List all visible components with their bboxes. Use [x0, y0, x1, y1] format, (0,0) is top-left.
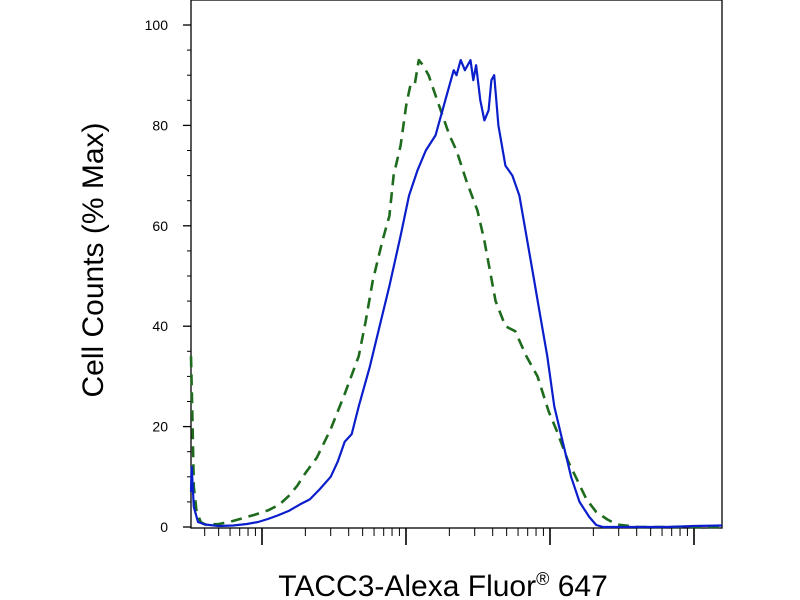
series-layer	[189, 58, 723, 529]
y-tick-label: 0	[160, 519, 168, 535]
x-axis-title-main: TACC3-Alexa Fluor	[278, 570, 536, 600]
x-axis-ticks	[204, 528, 695, 545]
y-axis-ticks: 0 20 40 60 80 100	[145, 17, 191, 535]
plot-frame	[190, 0, 723, 529]
x-axis-title: TACC3-Alexa Fluor® 647	[278, 569, 608, 600]
y-tick-label: 20	[152, 419, 168, 435]
y-axis-title: Cell Counts (% Max)	[77, 122, 110, 397]
sample-histogram-line	[189, 59, 723, 529]
x-axis-title-tail: 647	[549, 570, 607, 600]
x-axis-title-registered-mark: ®	[536, 569, 549, 589]
y-tick-label: 100	[145, 17, 169, 33]
y-tick-label: 40	[152, 318, 168, 334]
y-tick-label: 80	[152, 117, 168, 133]
control-histogram-line	[189, 58, 722, 529]
y-tick-label: 60	[152, 218, 168, 234]
